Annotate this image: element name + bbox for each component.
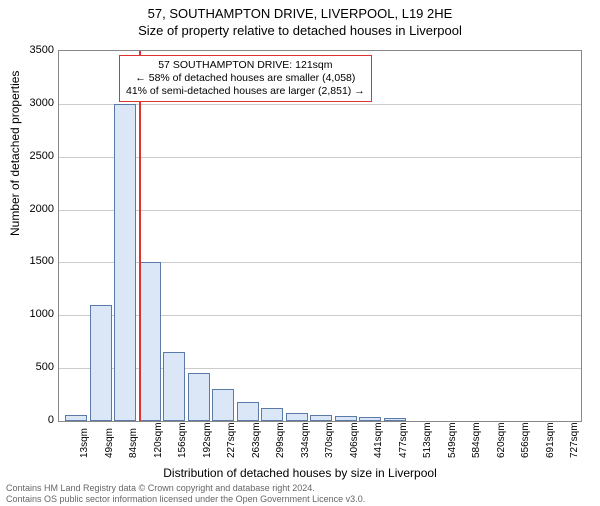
x-tick-label: 549sqm [447, 422, 458, 458]
property-marker-line [139, 51, 141, 421]
grid-line [59, 157, 581, 158]
x-tick-label: 263sqm [251, 422, 262, 458]
x-tick-label: 49sqm [104, 428, 115, 458]
histogram-bar [286, 413, 308, 421]
grid-line [59, 210, 581, 211]
grid-line [59, 315, 581, 316]
y-axis-label: Number of detached properties [8, 71, 22, 236]
x-tick-label: 370sqm [324, 422, 335, 458]
footer-attribution: Contains HM Land Registry data © Crown c… [6, 483, 365, 504]
grid-line [59, 262, 581, 263]
histogram-bar [384, 418, 406, 421]
x-tick-label: 584sqm [471, 422, 482, 458]
x-tick-label: 334sqm [300, 422, 311, 458]
y-tick-label: 3000 [30, 97, 54, 109]
footer-line-2: Contains OS public sector information li… [6, 494, 365, 504]
x-tick-label: 192sqm [202, 422, 213, 458]
x-tick-label: 13sqm [79, 428, 90, 458]
x-tick-label: 227sqm [226, 422, 237, 458]
y-tick-label: 0 [48, 414, 54, 426]
x-tick-label: 120sqm [153, 422, 164, 458]
histogram-bar [335, 416, 357, 421]
histogram-bar [65, 415, 87, 421]
y-tick-label: 3500 [30, 44, 54, 56]
histogram-bar [310, 415, 332, 421]
y-tick-label: 2000 [30, 203, 54, 215]
annotation-line: ← 58% of detached houses are smaller (4,… [126, 72, 365, 85]
histogram-bar [261, 408, 283, 421]
annotation-line: 57 SOUTHAMPTON DRIVE: 121sqm [126, 59, 365, 72]
histogram-bar [212, 389, 234, 421]
x-tick-label: 406sqm [349, 422, 360, 458]
grid-line [59, 368, 581, 369]
chart-plot-area: 57 SOUTHAMPTON DRIVE: 121sqm← 58% of det… [58, 50, 582, 422]
page-title-address: 57, SOUTHAMPTON DRIVE, LIVERPOOL, L19 2H… [0, 6, 600, 21]
grid-line [59, 104, 581, 105]
annotation-box: 57 SOUTHAMPTON DRIVE: 121sqm← 58% of det… [119, 55, 372, 102]
histogram-bar [139, 262, 161, 421]
histogram-bar [163, 352, 185, 421]
x-tick-label: 156sqm [177, 422, 188, 458]
histogram-bar [114, 104, 136, 421]
y-tick-label: 1500 [30, 255, 54, 267]
x-tick-label: 656sqm [520, 422, 531, 458]
x-tick-label: 477sqm [398, 422, 409, 458]
footer-line-1: Contains HM Land Registry data © Crown c… [6, 483, 365, 493]
y-tick-label: 1000 [30, 308, 54, 320]
x-tick-label: 620sqm [496, 422, 507, 458]
x-tick-label: 84sqm [128, 428, 139, 458]
histogram-bar [359, 417, 381, 421]
x-tick-label: 441sqm [373, 422, 384, 458]
y-tick-label: 500 [36, 361, 54, 373]
histogram-bar [188, 373, 210, 421]
y-tick-label: 2500 [30, 150, 54, 162]
annotation-line: 41% of semi-detached houses are larger (… [126, 85, 365, 98]
x-tick-label: 727sqm [569, 422, 580, 458]
x-tick-label: 513sqm [422, 422, 433, 458]
x-tick-label: 299sqm [275, 422, 286, 458]
x-tick-label: 691sqm [545, 422, 556, 458]
histogram-bar [90, 305, 112, 421]
histogram-bar [237, 402, 259, 421]
page-subtitle: Size of property relative to detached ho… [0, 23, 600, 38]
x-axis-label: Distribution of detached houses by size … [0, 466, 600, 480]
